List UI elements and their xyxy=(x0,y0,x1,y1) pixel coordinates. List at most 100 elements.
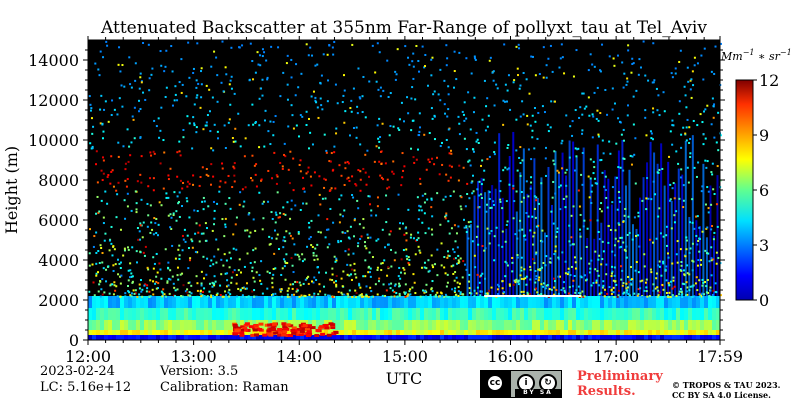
backscatter-cell xyxy=(168,308,172,320)
backscatter-cell xyxy=(359,178,362,181)
backscatter-cell xyxy=(209,264,212,267)
backscatter-cell xyxy=(220,320,224,330)
backscatter-cell xyxy=(336,320,340,330)
backscatter-cell xyxy=(568,335,572,340)
backscatter-cell xyxy=(491,71,494,74)
backscatter-cell xyxy=(248,308,252,320)
backscatter-cell xyxy=(266,78,269,81)
backscatter-cell xyxy=(624,308,628,320)
backscatter-cell xyxy=(516,67,519,70)
backscatter-cell xyxy=(211,96,214,99)
backscatter-cell xyxy=(127,160,130,163)
backscatter-cell xyxy=(290,257,293,260)
backscatter-cell xyxy=(147,185,150,188)
backscatter-cell xyxy=(488,335,492,340)
backscatter-cell xyxy=(669,296,672,298)
backscatter-cell xyxy=(497,244,500,247)
backscatter-cell xyxy=(689,155,692,158)
backscatter-cell xyxy=(289,295,292,298)
backscatter-cell xyxy=(584,308,588,320)
backscatter-cell xyxy=(383,259,386,262)
backscatter-cell xyxy=(120,330,124,335)
backscatter-cell xyxy=(221,295,224,298)
backscatter-cell xyxy=(412,52,415,55)
backscatter-cell xyxy=(346,230,349,233)
backscatter-cell xyxy=(307,221,310,224)
backscatter-cell xyxy=(540,308,544,320)
backscatter-cell xyxy=(368,80,371,83)
backscatter-cell xyxy=(440,141,443,144)
backscatter-cell xyxy=(236,296,240,308)
backscatter-cell xyxy=(604,335,608,340)
backscatter-cell xyxy=(297,232,300,235)
backscatter-cell xyxy=(292,127,295,130)
backscatter-cell xyxy=(316,258,319,261)
backscatter-cell xyxy=(503,43,506,46)
backscatter-cell xyxy=(597,119,600,122)
backscatter-cell xyxy=(573,275,576,278)
backscatter-cell xyxy=(652,289,655,292)
backscatter-cell xyxy=(545,255,548,258)
backscatter-cell xyxy=(160,277,163,280)
backscatter-cell xyxy=(260,179,263,182)
backscatter-cell xyxy=(668,296,672,308)
backscatter-cell xyxy=(556,230,559,233)
backscatter-cell xyxy=(506,146,509,149)
backscatter-cell xyxy=(253,324,259,328)
backscatter-cell xyxy=(220,330,224,335)
backscatter-cell xyxy=(701,230,704,233)
backscatter-cell xyxy=(223,235,226,238)
backscatter-cell xyxy=(679,268,682,271)
backscatter-cell xyxy=(96,195,99,198)
backscatter-cell xyxy=(516,169,519,172)
backscatter-cell xyxy=(284,335,288,340)
backscatter-cell xyxy=(705,252,708,255)
backscatter-cell xyxy=(188,291,191,294)
backscatter-cell xyxy=(660,296,664,308)
preliminary-line-1: Preliminary xyxy=(577,369,663,384)
backscatter-cell xyxy=(156,271,159,274)
backscatter-cell xyxy=(313,276,316,279)
backscatter-cell xyxy=(181,83,184,86)
backscatter-cell xyxy=(328,330,332,335)
backscatter-cell xyxy=(140,296,144,308)
backscatter-cell xyxy=(508,183,511,186)
backscatter-cell xyxy=(577,189,580,192)
backscatter-cell xyxy=(538,73,541,76)
backscatter-cell xyxy=(177,201,180,204)
backscatter-cell xyxy=(519,84,522,87)
backscatter-cell xyxy=(404,330,408,335)
backscatter-cell xyxy=(111,169,114,172)
backscatter-cell xyxy=(113,281,116,284)
backscatter-cell xyxy=(178,150,181,153)
backscatter-cell xyxy=(511,261,514,264)
backscatter-cell xyxy=(652,111,655,114)
backscatter-cell xyxy=(476,330,480,335)
backscatter-cell xyxy=(458,133,461,136)
backscatter-cell xyxy=(369,267,372,270)
backscatter-cell xyxy=(335,257,338,260)
backscatter-cell xyxy=(151,228,154,231)
backscatter-cell xyxy=(117,273,120,276)
backscatter-cell xyxy=(532,320,536,330)
backscatter-cell xyxy=(662,91,665,94)
backscatter-cell xyxy=(316,266,319,269)
backscatter-cell xyxy=(132,296,136,308)
backscatter-cell xyxy=(237,269,240,272)
backscatter-cell xyxy=(689,79,692,82)
backscatter-cell xyxy=(247,213,250,216)
backscatter-cell xyxy=(205,168,208,171)
backscatter-cell xyxy=(235,282,238,285)
backscatter-cell xyxy=(435,295,438,298)
backscatter-cell xyxy=(578,292,581,295)
backscatter-cell xyxy=(252,308,256,320)
backscatter-cell xyxy=(576,148,579,151)
backscatter-cell xyxy=(568,330,572,335)
backscatter-cell xyxy=(523,268,526,271)
backscatter-cell xyxy=(650,137,653,140)
backscatter-cell xyxy=(219,284,222,287)
backscatter-cell xyxy=(408,290,411,293)
backscatter-cell xyxy=(148,330,152,335)
backscatter-cell xyxy=(486,158,489,161)
backscatter-cell xyxy=(499,190,502,193)
